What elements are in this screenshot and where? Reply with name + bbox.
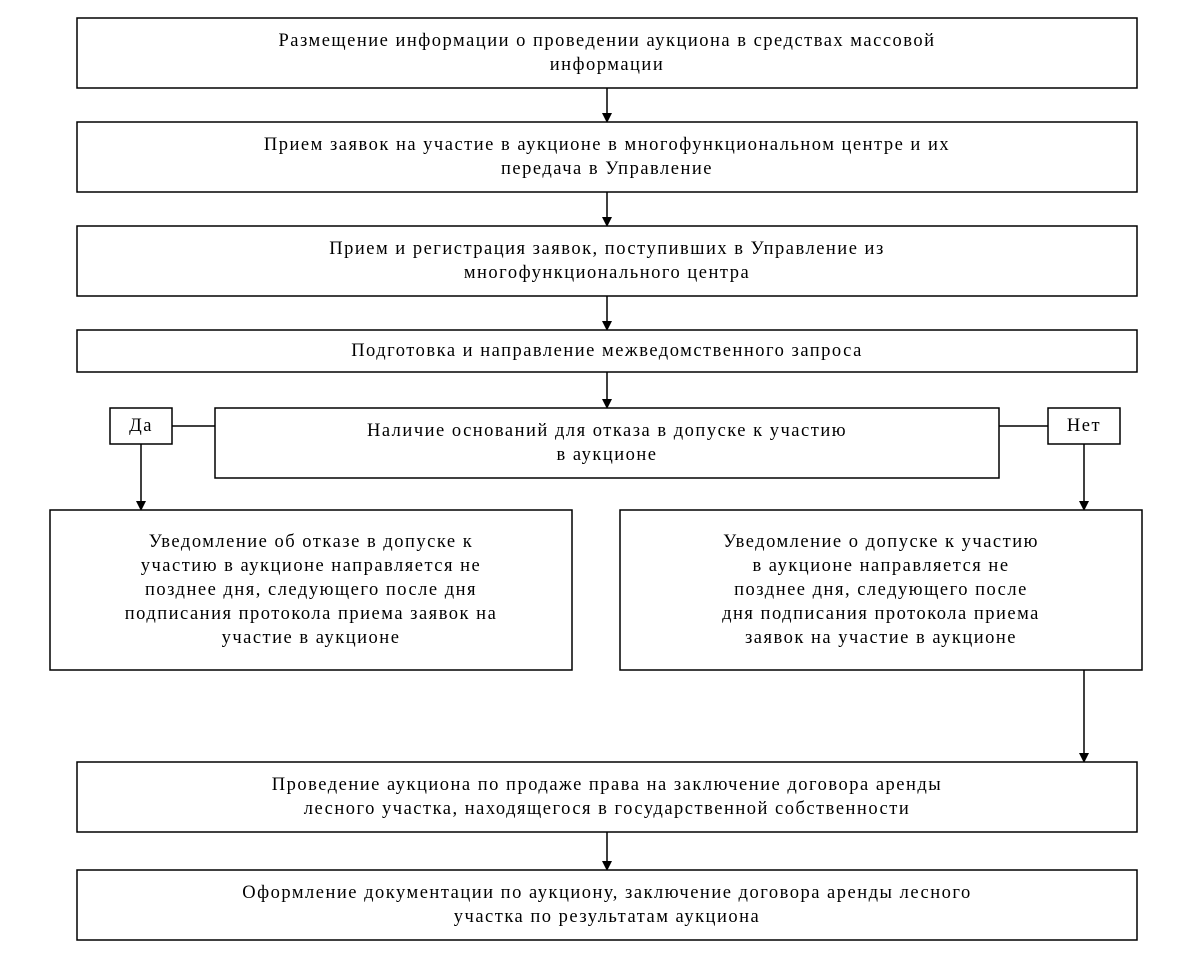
node-text: Прием заявок на участие в аукционе в мно… xyxy=(264,135,950,155)
node-text: Прием и регистрация заявок, поступивших … xyxy=(329,239,885,259)
node-text: Размещение информации о проведении аукци… xyxy=(278,31,935,51)
node-text: Подготовка и направление межведомственно… xyxy=(351,341,863,361)
node-n6: Оформление документации по аукциону, зак… xyxy=(77,870,1137,940)
node-box xyxy=(77,18,1137,88)
node-text: передача в Управление xyxy=(501,159,713,179)
flowchart: Размещение информации о проведении аукци… xyxy=(0,0,1200,976)
node-text: информации xyxy=(550,55,665,75)
node-yes: Да xyxy=(110,408,172,444)
node-box xyxy=(77,122,1137,192)
node-text: заявок на участие в аукционе xyxy=(745,628,1017,648)
node-text: участию в аукционе направляется не xyxy=(141,556,482,576)
node-text: Да xyxy=(129,416,153,436)
node-text: Уведомление о допуске к участию xyxy=(723,532,1039,552)
node-n2: Прием заявок на участие в аукционе в мно… xyxy=(77,122,1137,192)
node-box xyxy=(77,762,1137,832)
node-text: подписания протокола приема заявок на xyxy=(125,604,498,624)
node-n5: Проведение аукциона по продаже права на … xyxy=(77,762,1137,832)
node-text: позднее дня, следующего после дня xyxy=(145,580,477,600)
node-text: Уведомление об отказе в допуске к xyxy=(149,532,473,552)
node-right: Уведомление о допуске к участию в аукцион… xyxy=(620,510,1142,670)
node-text: лесного участка, находящегося в государс… xyxy=(304,799,910,819)
node-text: Наличие оснований для отказа в допуске к… xyxy=(367,421,847,441)
node-dec: Наличие оснований для отказа в допуске к… xyxy=(215,408,999,478)
node-box xyxy=(215,408,999,478)
node-box xyxy=(77,226,1137,296)
node-text: Нет xyxy=(1067,416,1101,436)
node-left: Уведомление об отказе в допуске к участию… xyxy=(50,510,572,670)
node-text: многофункционального центра xyxy=(464,263,750,283)
node-n4: Подготовка и направление межведомственно… xyxy=(77,330,1137,372)
node-n1: Размещение информации о проведении аукци… xyxy=(77,18,1137,88)
nodes: Размещение информации о проведении аукци… xyxy=(50,18,1142,940)
node-text: в аукционе xyxy=(556,445,657,465)
node-text: в аукционе направляется не xyxy=(752,556,1009,576)
node-text: Проведение аукциона по продаже права на … xyxy=(272,775,943,795)
node-n3: Прием и регистрация заявок, поступивших … xyxy=(77,226,1137,296)
node-text: позднее дня, следующего после xyxy=(734,580,1028,600)
node-no: Нет xyxy=(1048,408,1120,444)
node-text: дня подписания протокола приема xyxy=(722,604,1040,624)
node-box xyxy=(77,870,1137,940)
node-text: участка по результатам аукциона xyxy=(454,907,760,927)
node-text: участие в аукционе xyxy=(222,628,401,648)
node-text: Оформление документации по аукциону, зак… xyxy=(242,883,971,903)
